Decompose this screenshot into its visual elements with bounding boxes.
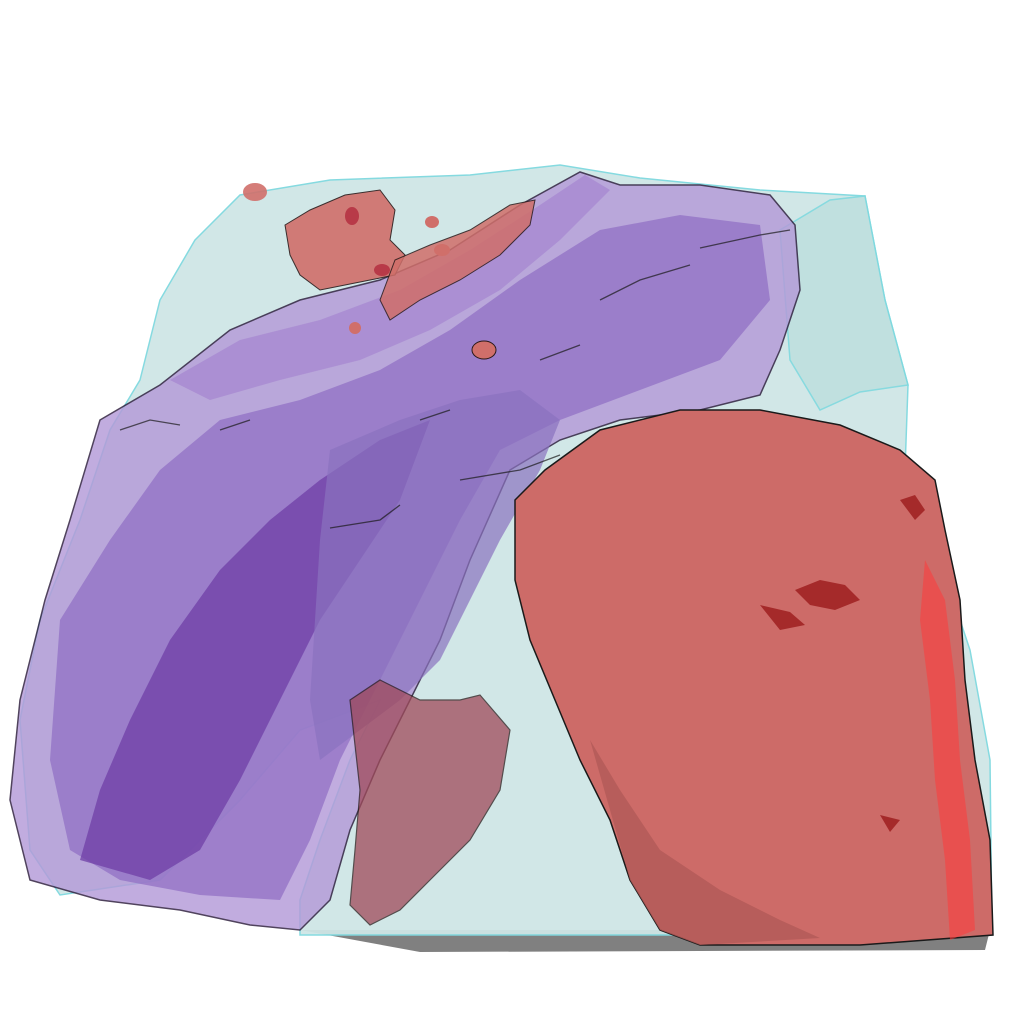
surface-crease-lines bbox=[119, 229, 791, 529]
red-body-dark-patches bbox=[760, 495, 925, 832]
red-body-highlight-edge bbox=[920, 560, 975, 940]
purple-central-column bbox=[310, 390, 560, 760]
red-body-shadow-face bbox=[590, 740, 820, 945]
red-clusters-top bbox=[243, 183, 536, 360]
red-body-main bbox=[514, 409, 994, 946]
red-body-lower-left bbox=[349, 679, 511, 926]
teal-right-slab bbox=[779, 195, 909, 411]
